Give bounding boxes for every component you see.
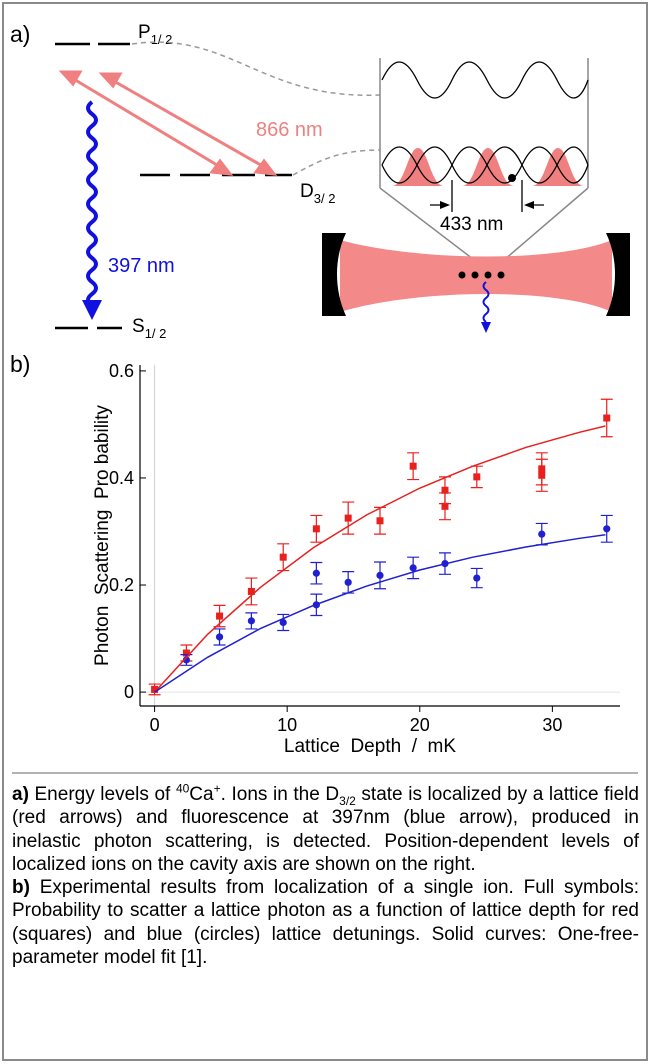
- wavelength-label: 397 nm: [108, 255, 175, 277]
- point: [247, 617, 255, 625]
- x-tick-label: 20: [410, 715, 430, 735]
- x-tick-label: 30: [542, 715, 562, 735]
- caption-text: 40: [175, 781, 190, 796]
- point: [603, 414, 611, 422]
- caption-label: a): [12, 784, 29, 805]
- fit-curve: [154, 425, 606, 693]
- mirror: [322, 233, 346, 316]
- caption-paragraph: b) Experimental results from localizatio…: [12, 876, 639, 969]
- y-tick-label: 0: [124, 682, 134, 702]
- caption-text: 3/2: [339, 793, 356, 808]
- point: [312, 569, 320, 577]
- ion: [508, 174, 516, 182]
- levels: [55, 42, 292, 330]
- point: [538, 530, 546, 538]
- panel-label: b): [10, 351, 30, 377]
- caption-paragraph: a) Energy levels of 40Ca+. Ions in the D…: [12, 783, 639, 876]
- point: [603, 525, 611, 533]
- point: [312, 525, 320, 533]
- point: [151, 685, 159, 693]
- point: [441, 486, 449, 494]
- level-label: D3/ 2: [300, 181, 335, 206]
- level-symbol: D: [300, 181, 314, 202]
- point: [376, 517, 384, 525]
- point: [538, 471, 546, 479]
- caption-text: Ca: [189, 784, 214, 805]
- point: [279, 553, 287, 561]
- point: [409, 564, 417, 572]
- connectors: [131, 41, 381, 176]
- red-arrows: [58, 70, 278, 176]
- point: [279, 618, 287, 627]
- point: [247, 587, 255, 595]
- caption-text: +: [213, 781, 221, 796]
- caption-text: Experimental results from localization o…: [12, 877, 639, 969]
- arrow-head: [82, 300, 102, 320]
- level-symbol: P: [138, 22, 151, 43]
- caption-text: . Ions in the D: [220, 784, 340, 805]
- ions: [458, 271, 505, 279]
- mirror: [606, 233, 630, 316]
- point: [376, 571, 384, 579]
- point: [182, 649, 190, 657]
- caption: a) Energy levels of 40Ca+. Ions in the D…: [12, 783, 639, 969]
- wavelength-label: 866 nm: [256, 119, 323, 141]
- level-subscript: 1/ 2: [145, 326, 167, 341]
- level-label: P1/ 2: [138, 22, 172, 47]
- fit-curve: [154, 533, 606, 693]
- level-subscript: 1/ 2: [151, 32, 173, 47]
- wave: [381, 61, 589, 99]
- arrow-head: [481, 322, 491, 333]
- x-tick-label: 10: [277, 715, 297, 735]
- level-subscript: 3/ 2: [314, 191, 336, 206]
- point: [344, 514, 352, 522]
- caption-text: Energy levels of: [28, 784, 176, 805]
- point: [215, 633, 224, 641]
- level-label: S1/ 2: [132, 316, 166, 341]
- level-symbol: S: [132, 316, 145, 337]
- y-axis-label: Photon Scattering Pro bability: [92, 405, 113, 666]
- point: [216, 612, 224, 620]
- point: [473, 574, 481, 582]
- caption-label: b): [12, 877, 30, 899]
- point: [344, 578, 352, 586]
- point: [441, 502, 449, 510]
- arrow-head: [440, 201, 450, 209]
- arrow-head: [524, 201, 534, 209]
- spacing-label: 433 nm: [440, 214, 503, 235]
- y-tick-label: 0.2: [109, 575, 134, 595]
- caption-text: state is localized by a lattice field (r…: [12, 784, 639, 875]
- wave: [381, 146, 589, 184]
- x-axis-label: Lattice Depth / mK: [284, 736, 456, 757]
- x-tick-label: 0: [150, 715, 160, 735]
- blue-wave: [86, 100, 98, 308]
- point: [473, 473, 481, 481]
- blue-wave: [482, 281, 490, 323]
- point: [182, 656, 191, 664]
- y-tick-label: 0.4: [109, 468, 134, 488]
- panel-label: a): [10, 21, 30, 47]
- y-tick-label: 0.6: [109, 361, 134, 381]
- point: [409, 462, 417, 470]
- chart: 0 0.2 0.4 0.6 0 10 20 30 Lattice Depth / mK Photo…: [92, 361, 620, 757]
